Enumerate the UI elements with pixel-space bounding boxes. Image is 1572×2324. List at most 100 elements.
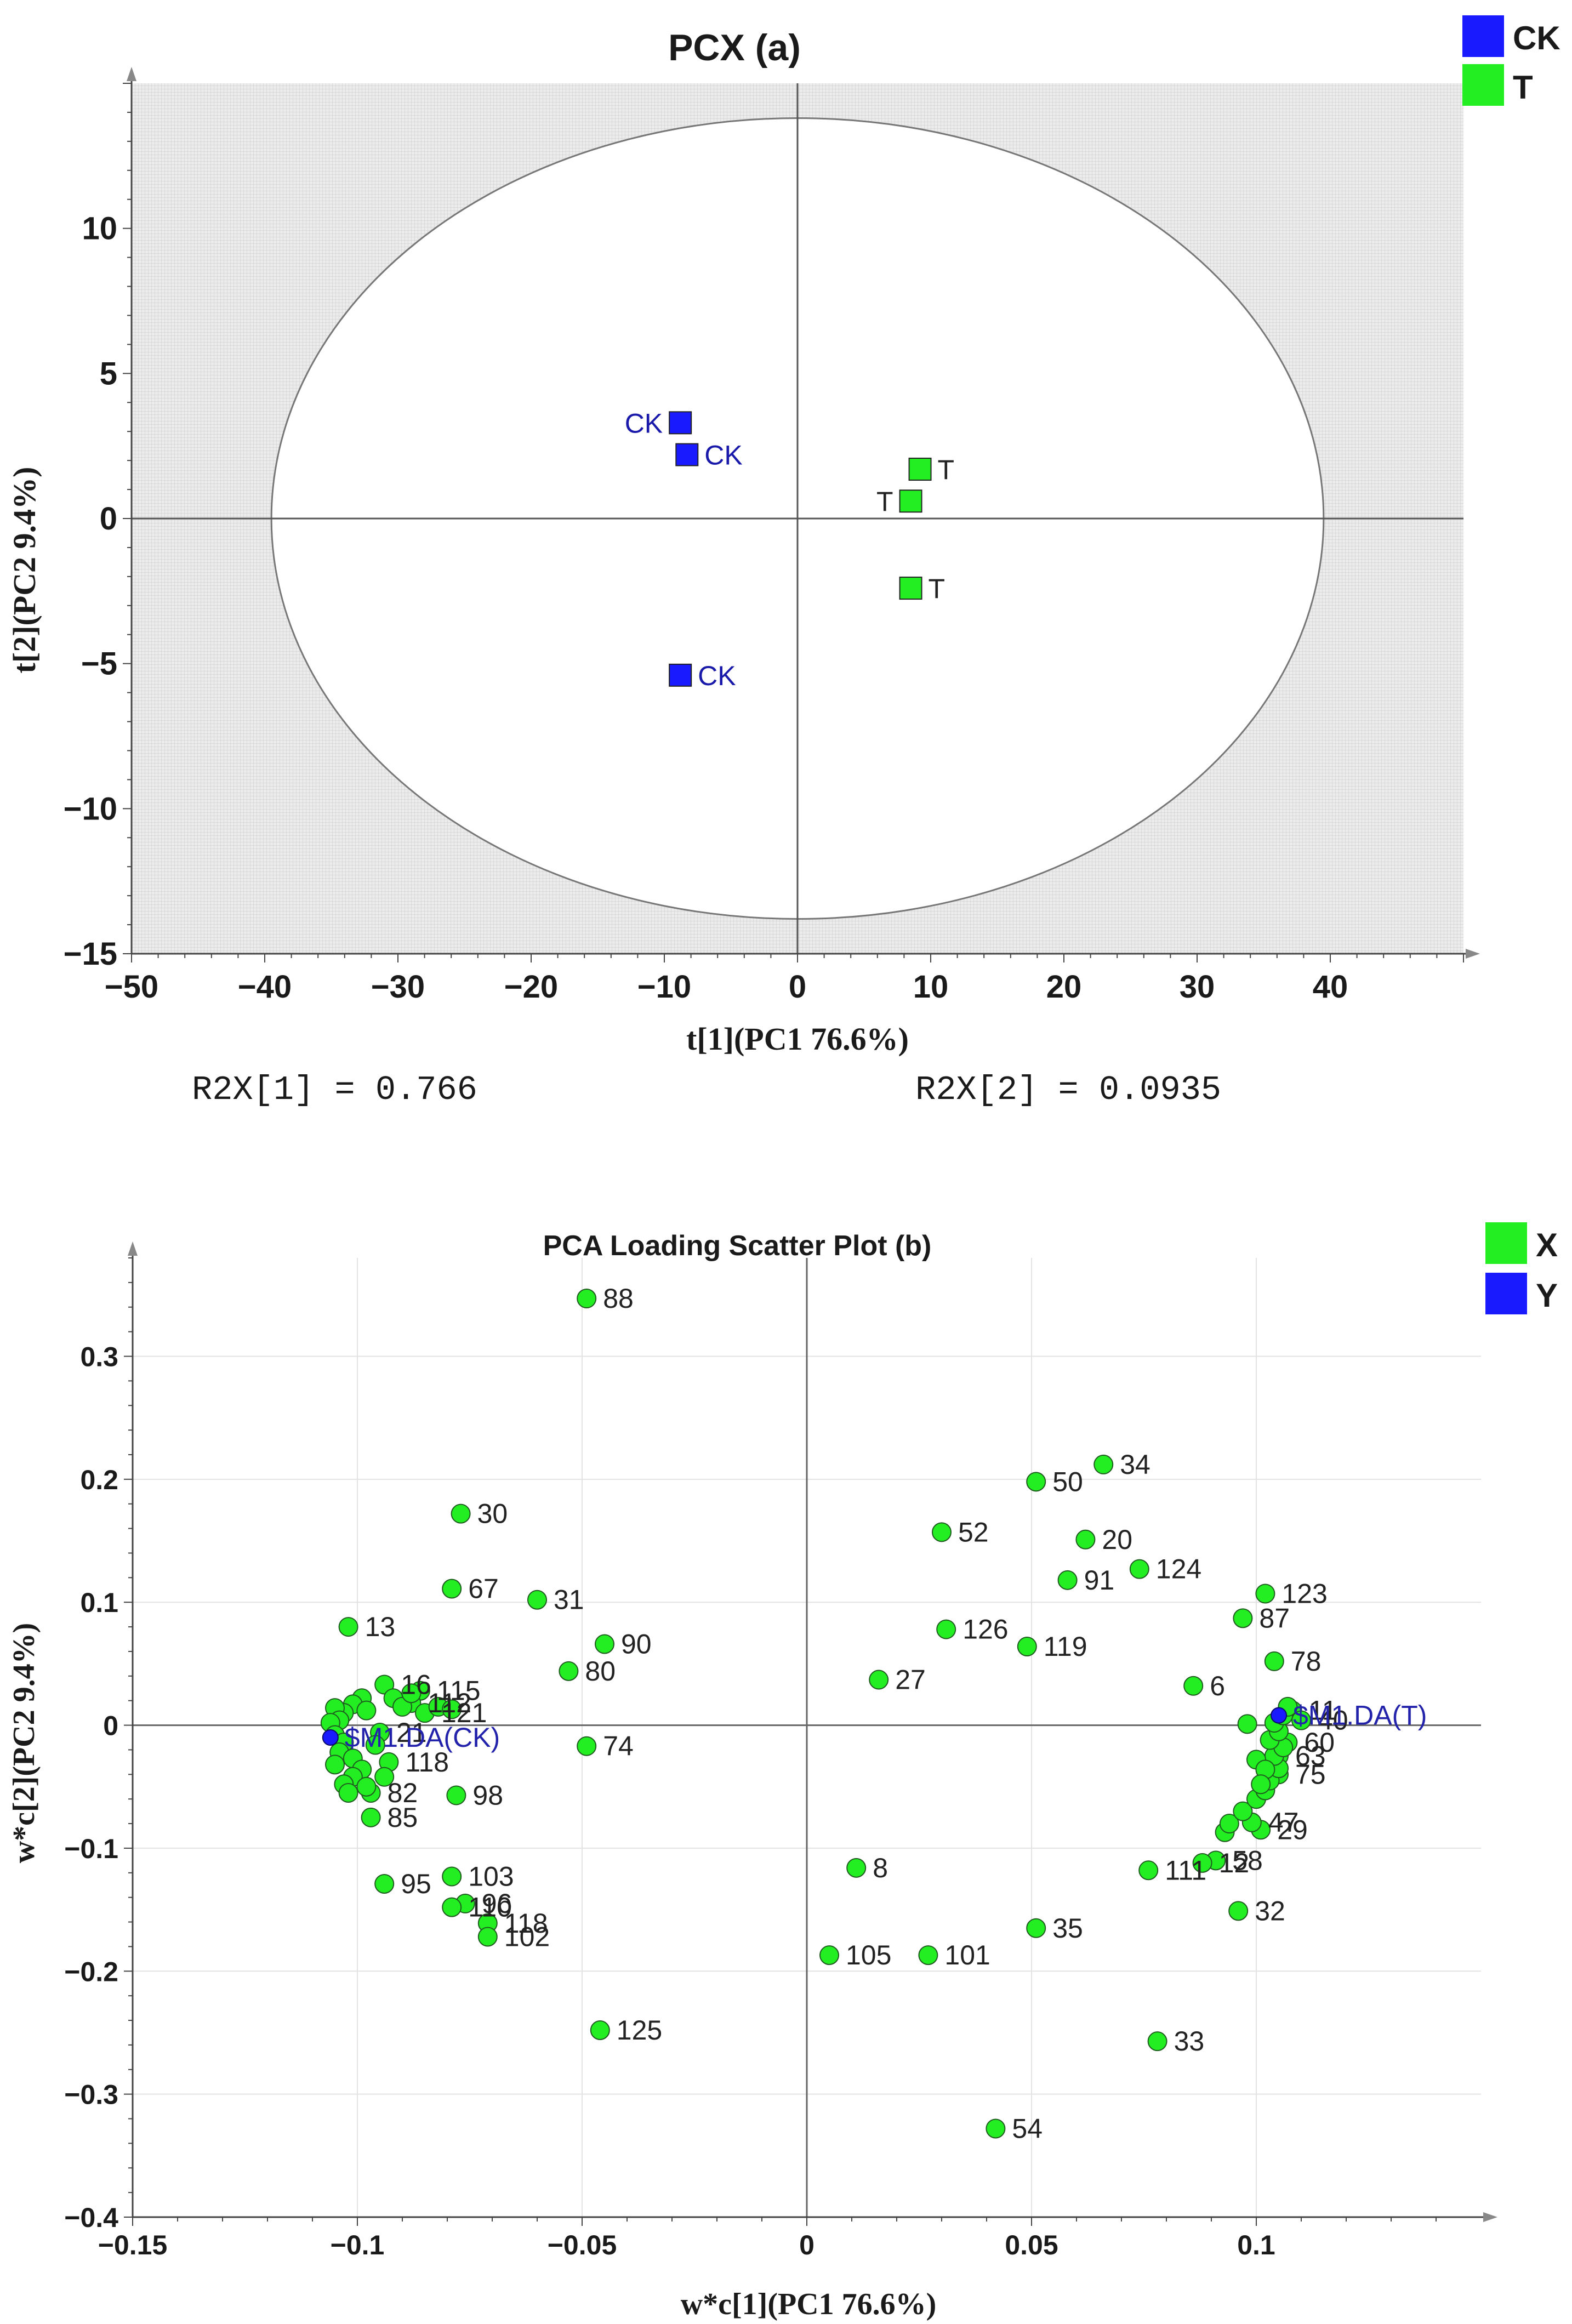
loading-point-label: 101	[944, 1940, 990, 1970]
loading-point	[361, 1807, 381, 1827]
loading-point	[374, 1873, 395, 1894]
loading-point-label: 20	[1102, 1524, 1132, 1555]
x-tick-label: 10	[913, 969, 949, 1005]
loading-point	[446, 1785, 466, 1805]
response-point	[1271, 1707, 1287, 1724]
x-tick-label: 40	[1313, 969, 1348, 1005]
loading-point	[442, 1897, 462, 1917]
x-tick-label: −20	[504, 969, 558, 1005]
loading-point	[1129, 1559, 1149, 1579]
loading-point	[442, 1866, 462, 1887]
loading-point	[365, 1735, 385, 1755]
x-tick-label: 0.1	[1237, 2230, 1275, 2260]
loading-point-label: 75	[1295, 1759, 1326, 1790]
x-axis-arrow	[1466, 949, 1480, 959]
legend-ck-swatch	[1462, 15, 1504, 57]
legend-y-label: Y	[1536, 1277, 1558, 1314]
legend-x-swatch	[1485, 1222, 1527, 1264]
loading-point-label: 123	[1281, 1579, 1327, 1609]
loading-point-label: 111	[1165, 1855, 1206, 1886]
loading-point-label: 30	[477, 1499, 508, 1529]
panel-b-title: PCA Loading Scatter Plot (b)	[543, 1230, 932, 1262]
y-axis-arrow	[127, 67, 136, 81]
loading-point-label: 27	[895, 1665, 926, 1695]
loading-point-label: 98	[472, 1780, 503, 1810]
loading-point-label: 74	[603, 1731, 634, 1762]
legend-x-label: X	[1536, 1227, 1558, 1263]
loading-point-label: 119	[1044, 1631, 1087, 1662]
loading-point	[374, 1767, 395, 1787]
loading-point-label: 32	[1255, 1895, 1285, 1926]
loading-point-label: 35	[1052, 1913, 1083, 1944]
score-point-t	[899, 489, 922, 513]
loading-point-label: 82	[388, 1778, 418, 1808]
panel-a-legend: CK T	[1462, 15, 1560, 106]
loading-point	[1017, 1636, 1037, 1656]
loading-point-label: 90	[621, 1628, 652, 1659]
loading-point-label: 118	[405, 1747, 449, 1778]
score-point-label: CK	[625, 408, 663, 438]
score-point-label: T	[929, 573, 946, 604]
x-tick-label: −0.15	[98, 2230, 168, 2260]
y-tick-label: 10	[82, 211, 117, 247]
loading-point	[1233, 1608, 1253, 1628]
loading-point-label: 102	[504, 1921, 550, 1952]
loading-point	[1219, 1814, 1239, 1834]
loading-point-label: 11	[1309, 1695, 1337, 1726]
y-tick-label: 0.3	[80, 1341, 118, 1372]
loading-point	[819, 1945, 839, 1966]
loading-point	[1251, 1774, 1271, 1795]
loading-point-label: 124	[1156, 1554, 1201, 1585]
y-tick-label: 0	[103, 1711, 118, 1741]
loading-point-label: 118	[504, 1908, 548, 1939]
loading-point	[401, 1683, 422, 1704]
x-tick-label: −30	[371, 969, 425, 1005]
y-tick-label: −10	[64, 791, 117, 827]
y-tick-label: 5	[100, 356, 117, 391]
loading-point	[1291, 1710, 1311, 1730]
panel-a-title: PCX (a)	[668, 27, 801, 69]
r2x-2-stat: R2X[2] = 0.0935	[915, 1070, 1221, 1109]
loading-point-label: 60	[1304, 1727, 1335, 1758]
loading-point	[869, 1670, 889, 1690]
score-point-label: CK	[704, 440, 742, 471]
loading-point	[595, 1634, 614, 1654]
loading-point	[986, 2118, 1006, 2139]
loading-point	[1093, 1454, 1114, 1474]
loading-point	[442, 1699, 462, 1719]
loading-point-label: 110	[468, 1892, 512, 1923]
loading-point	[392, 1696, 412, 1717]
loading-point-label: 87	[1259, 1603, 1290, 1633]
score-point-t	[908, 458, 932, 481]
score-point-label: CK	[698, 660, 736, 691]
loading-point	[527, 1590, 547, 1610]
loading-point-label: 12	[1219, 1848, 1250, 1878]
loading-point-label: 6	[1210, 1671, 1225, 1701]
loading-point-label: 31	[554, 1585, 584, 1615]
loading-point-label: 95	[401, 1869, 431, 1899]
loading-point	[1237, 1714, 1257, 1734]
x-tick-label: 0.05	[1005, 2230, 1058, 2260]
loading-point	[442, 1579, 462, 1599]
x-tick-label: −40	[238, 969, 292, 1005]
score-point-label: T	[876, 486, 893, 517]
loading-point	[1192, 1853, 1212, 1873]
loading-point-label: 121	[441, 1698, 487, 1728]
loading-point	[356, 1776, 377, 1797]
y-tick-label: 0.1	[80, 1587, 118, 1618]
loading-point-label: 126	[962, 1614, 1008, 1645]
loading-point-label: 67	[468, 1574, 499, 1604]
loading-point	[1026, 1472, 1046, 1492]
y-tick-label: 0	[100, 501, 117, 537]
loading-point	[1138, 1860, 1159, 1881]
loading-point	[932, 1522, 952, 1542]
loading-point-label: 85	[388, 1802, 418, 1833]
loading-point	[1147, 2031, 1167, 2052]
loading-point-label: 58	[1232, 1845, 1263, 1876]
loading-point	[918, 1945, 938, 1966]
loading-point-label: 52	[958, 1517, 989, 1547]
